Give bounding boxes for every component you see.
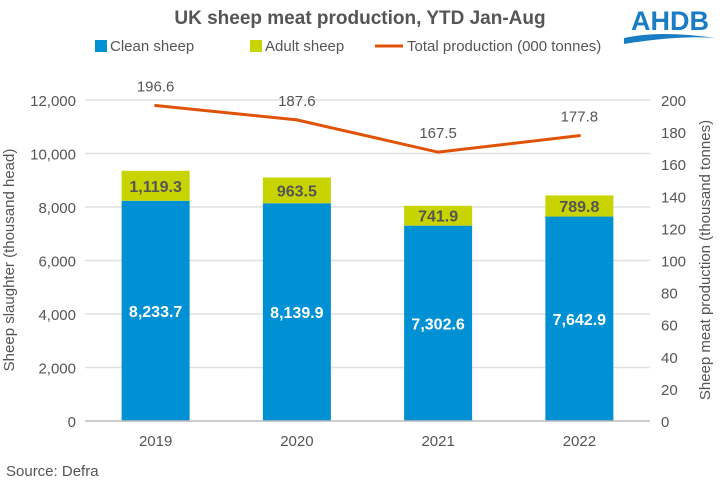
y2-tick-label: 0	[661, 414, 669, 431]
y2-tick-label: 180	[661, 125, 686, 142]
x-tick-label: 2021	[421, 433, 454, 450]
y-tick-label: 4,000	[38, 307, 76, 324]
y2-tick-label: 60	[661, 318, 678, 335]
y2-tick-label: 40	[661, 350, 678, 367]
y2-tick-label: 100	[661, 254, 686, 271]
bar-clean-sheep	[121, 200, 190, 421]
bar-clean-sheep	[262, 203, 331, 421]
bars: 8,233.7 1,119.3 8,139.9 963.5 7,302.6 741.9 7,…	[121, 170, 614, 421]
y2-tick-label: 140	[661, 189, 686, 206]
line-series: 196.6 187.6 167.5 177.8	[137, 78, 599, 154]
line-point	[436, 150, 440, 154]
y2-axis-label: Sheep meat production (thousand tonnes)	[697, 120, 714, 400]
y-tick-label: 0	[68, 414, 76, 431]
x-tick-label: 2022	[563, 433, 596, 450]
bar-data-label: 7,302.6	[411, 316, 464, 333]
bar-adult-sheep	[545, 195, 614, 217]
bar-data-label: 963.5	[277, 183, 317, 200]
bar-data-label: 1,119.3	[129, 179, 182, 196]
x-tick-label: 2020	[280, 433, 313, 450]
legend-label: Clean sheep	[110, 38, 194, 55]
line-data-label: 167.5	[419, 125, 457, 142]
y2-tick-label: 160	[661, 157, 686, 174]
legend-label: Total production (000 tonnes)	[407, 38, 601, 55]
bar-adult-sheep	[262, 177, 331, 204]
bar-data-label: 789.8	[559, 199, 599, 216]
y-axis-label: Sheep slaughter (thousand head)	[1, 149, 18, 372]
source-note: Source: Defra	[6, 463, 99, 480]
line-point	[154, 103, 158, 107]
y-tick-label: 8,000	[38, 200, 76, 217]
y-tick-label: 6,000	[38, 254, 76, 271]
line-point	[295, 118, 299, 122]
y-tick-label: 2,000	[38, 361, 76, 378]
bar-data-label: 7,642.9	[553, 312, 606, 329]
line-data-label: 177.8	[561, 109, 599, 126]
legend-swatch	[250, 40, 262, 52]
bar-data-label: 8,233.7	[129, 304, 182, 321]
line-data-label: 196.6	[137, 78, 175, 95]
y-tick-label: 12,000	[30, 93, 76, 110]
y2-tick-label: 20	[661, 382, 678, 399]
y2-tick-label: 120	[661, 221, 686, 238]
bar-adult-sheep	[404, 205, 473, 226]
line-data-label: 187.6	[278, 93, 316, 110]
bar-clean-sheep	[545, 216, 614, 421]
total-production-line	[155, 103, 580, 154]
logo-swoosh	[624, 34, 715, 44]
bar-data-label: 8,139.9	[270, 305, 323, 322]
legend: Clean sheep Adult sheep Total production (…	[95, 38, 601, 55]
bar-clean-sheep	[404, 225, 473, 421]
bar-adult-sheep	[121, 170, 190, 201]
ahdb-logo: AHDB	[624, 6, 715, 44]
y2-tick-label: 80	[661, 286, 678, 303]
legend-swatch	[95, 40, 107, 52]
line-point	[577, 134, 581, 138]
y-tick-label: 10,000	[30, 147, 76, 164]
chart-title: UK sheep meat production, YTD Jan-Aug	[174, 8, 545, 29]
axes: 0 2,000 4,000 6,000 8,000 10,000 12,000 0 20 40 60…	[30, 93, 686, 450]
logo-text: AHDB	[631, 6, 709, 36]
y2-tick-label: 200	[661, 93, 686, 110]
x-tick-label: 2019	[139, 433, 172, 450]
bar-data-label: 741.9	[418, 209, 458, 226]
legend-label: Adult sheep	[265, 38, 344, 55]
